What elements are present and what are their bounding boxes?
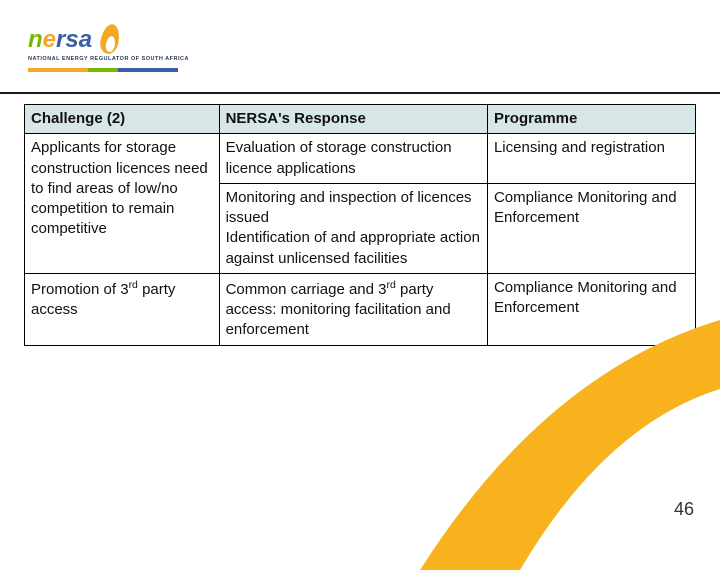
table-row: Applicants for storage construction lice… <box>25 134 696 184</box>
cell-response-1a: Evaluation of storage construction licen… <box>219 134 487 184</box>
logo-underline <box>28 68 178 72</box>
flame-icon <box>97 20 119 54</box>
logo-wordmark: n e r s a <box>28 26 91 54</box>
table-row: Promotion of 3rd party access Common car… <box>25 273 696 345</box>
nersa-logo: n e r s a NATIONAL ENERGY REGULATOR OF S… <box>28 18 243 72</box>
cell-response-2: Common carriage and 3rd party access: mo… <box>219 273 487 345</box>
horizontal-rule <box>0 92 720 94</box>
cell-challenge-2: Promotion of 3rd party access <box>25 273 220 345</box>
cell-challenge-1: Applicants for storage construction lice… <box>25 134 220 274</box>
logo-subtitle: NATIONAL ENERGY REGULATOR OF SOUTH AFRIC… <box>28 56 243 62</box>
cell-programme-2: Compliance Monitoring and Enforcement <box>487 273 695 345</box>
decorative-swoosh <box>380 310 720 570</box>
col-header-challenge: Challenge (2) <box>25 105 220 134</box>
cell-programme-1a: Licensing and registration <box>487 134 695 184</box>
cell-programme-1b: Compliance Monitoring and Enforcement <box>487 183 695 273</box>
challenge-response-table: Challenge (2) NERSA's Response Programme… <box>24 104 696 346</box>
col-header-response: NERSA's Response <box>219 105 487 134</box>
table-header-row: Challenge (2) NERSA's Response Programme <box>25 105 696 134</box>
cell-response-1b: Monitoring and inspection of licences is… <box>219 183 487 273</box>
page-number: 46 <box>674 499 694 520</box>
col-header-programme: Programme <box>487 105 695 134</box>
